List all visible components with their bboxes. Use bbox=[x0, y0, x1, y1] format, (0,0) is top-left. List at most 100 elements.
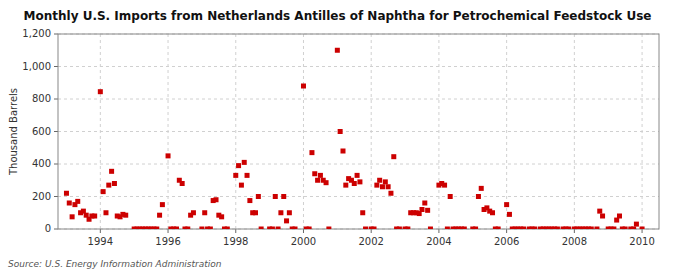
y-tick bbox=[54, 164, 58, 165]
x-tick-label: 2000 bbox=[291, 236, 316, 247]
point bbox=[442, 183, 447, 188]
point bbox=[476, 194, 481, 199]
point bbox=[287, 210, 292, 215]
x-grid-line bbox=[168, 34, 169, 229]
y-tick-label: 0 bbox=[45, 223, 51, 234]
x-tick-label: 2002 bbox=[358, 236, 383, 247]
point bbox=[594, 227, 599, 230]
point bbox=[174, 227, 179, 230]
point bbox=[473, 227, 478, 230]
y-tick bbox=[54, 34, 58, 35]
chart-container: 02004006008001,0001,20019941996199820002… bbox=[0, 0, 675, 275]
point bbox=[103, 210, 108, 215]
point bbox=[422, 201, 427, 206]
point bbox=[166, 153, 171, 158]
point bbox=[338, 129, 343, 134]
point bbox=[360, 210, 365, 215]
point bbox=[199, 227, 204, 230]
point bbox=[276, 227, 281, 230]
x-grid-line bbox=[235, 34, 236, 229]
x-tick-label: 1996 bbox=[155, 236, 180, 247]
point bbox=[160, 202, 165, 207]
y-grid-line bbox=[58, 66, 659, 67]
point bbox=[318, 173, 323, 178]
y-tick bbox=[54, 99, 58, 100]
point bbox=[307, 227, 312, 230]
point bbox=[343, 183, 348, 188]
point bbox=[256, 194, 261, 199]
point bbox=[374, 183, 379, 188]
x-tick bbox=[168, 229, 169, 233]
point bbox=[496, 227, 501, 230]
point bbox=[324, 180, 329, 185]
point bbox=[388, 191, 393, 196]
point bbox=[363, 227, 368, 230]
point bbox=[293, 227, 298, 230]
x-tick-label: 2008 bbox=[562, 236, 587, 247]
point bbox=[270, 227, 275, 230]
y-grid-line bbox=[58, 131, 659, 132]
x-grid-line bbox=[371, 34, 372, 229]
x-grid-line bbox=[574, 34, 575, 229]
point bbox=[219, 214, 224, 219]
point bbox=[532, 227, 537, 230]
point bbox=[75, 199, 80, 204]
point bbox=[239, 183, 244, 188]
point bbox=[112, 181, 117, 186]
point bbox=[405, 227, 410, 230]
point bbox=[462, 227, 467, 230]
chart: 02004006008001,0001,20019941996199820002… bbox=[0, 0, 675, 275]
plot-frame bbox=[58, 34, 659, 229]
point bbox=[600, 214, 605, 219]
point bbox=[309, 150, 314, 155]
y-grid-line bbox=[58, 196, 659, 197]
point bbox=[106, 183, 111, 188]
point bbox=[101, 189, 106, 194]
point bbox=[157, 213, 162, 218]
x-tick bbox=[574, 229, 575, 233]
point bbox=[281, 194, 286, 199]
point bbox=[611, 227, 616, 230]
x-tick bbox=[303, 229, 304, 233]
point bbox=[386, 184, 391, 189]
point bbox=[154, 227, 159, 230]
point bbox=[312, 171, 317, 176]
point bbox=[326, 227, 331, 230]
point bbox=[233, 173, 238, 178]
x-grid-line bbox=[303, 34, 304, 229]
y-tick-label: 200 bbox=[32, 191, 51, 202]
point bbox=[521, 227, 526, 230]
x-tick-label: 1998 bbox=[223, 236, 248, 247]
point bbox=[180, 181, 185, 186]
point bbox=[185, 227, 190, 230]
point bbox=[335, 48, 340, 53]
y-tick bbox=[54, 196, 58, 197]
point bbox=[109, 169, 114, 174]
x-tick bbox=[642, 229, 643, 233]
x-tick bbox=[100, 229, 101, 233]
point bbox=[259, 227, 264, 230]
point bbox=[380, 184, 385, 189]
point bbox=[425, 208, 430, 213]
point bbox=[397, 227, 402, 230]
y-tick-label: 1,000 bbox=[22, 61, 51, 72]
point bbox=[640, 227, 645, 230]
x-grid-line bbox=[642, 34, 643, 229]
x-tick-label: 2004 bbox=[426, 236, 451, 247]
point bbox=[490, 210, 495, 215]
point bbox=[278, 210, 283, 215]
point bbox=[419, 207, 424, 212]
point bbox=[236, 163, 241, 168]
point bbox=[428, 227, 433, 230]
point bbox=[301, 84, 306, 89]
point bbox=[623, 227, 628, 230]
point bbox=[242, 160, 247, 165]
x-tick-label: 1994 bbox=[88, 236, 113, 247]
point bbox=[617, 214, 622, 219]
point bbox=[445, 227, 450, 230]
point bbox=[634, 222, 639, 227]
x-tick bbox=[506, 229, 507, 233]
y-grid-line bbox=[58, 99, 659, 100]
x-grid-line bbox=[506, 34, 507, 229]
grid bbox=[58, 34, 659, 229]
